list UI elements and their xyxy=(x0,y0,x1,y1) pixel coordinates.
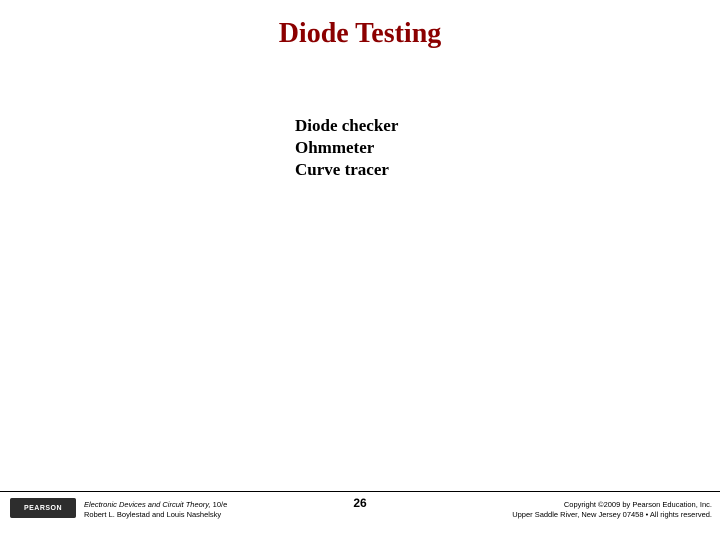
copyright-line-2: Upper Saddle River, New Jersey 07458 • A… xyxy=(512,510,712,519)
body-list: Diode checker Ohmmeter Curve tracer xyxy=(295,115,398,181)
list-item: Ohmmeter xyxy=(295,137,398,159)
slide: Diode Testing Diode checker Ohmmeter Cur… xyxy=(0,0,720,540)
list-item: Curve tracer xyxy=(295,159,398,181)
slide-title: Diode Testing xyxy=(0,18,720,50)
footer-divider xyxy=(0,491,720,492)
book-authors: Robert L. Boylestad and Louis Nashelsky xyxy=(84,510,227,519)
list-item: Diode checker xyxy=(295,115,398,137)
copyright-line-1: Copyright ©2009 by Pearson Education, In… xyxy=(512,500,712,509)
footer: PEARSON Electronic Devices and Circuit T… xyxy=(0,480,720,540)
copyright: Copyright ©2009 by Pearson Education, In… xyxy=(512,500,712,519)
